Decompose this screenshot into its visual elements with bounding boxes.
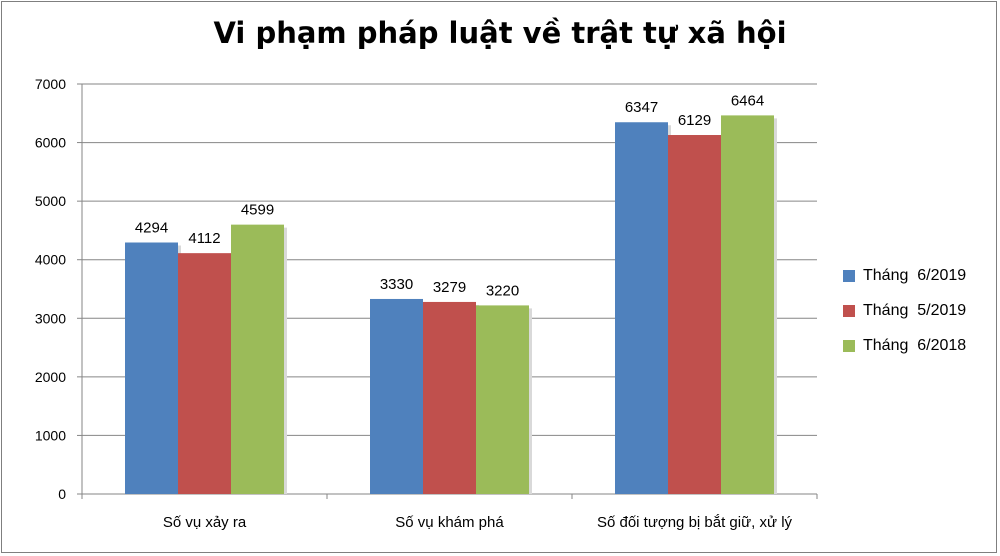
- legend-item: Tháng 5/2019: [843, 293, 966, 328]
- bar: [615, 122, 668, 495]
- y-tick-label: 3000: [35, 310, 66, 326]
- x-tick-label: Số đối tượng bị bắt giữ, xử lý: [597, 514, 793, 531]
- data-label: 6129: [678, 112, 711, 129]
- data-label: 4294: [135, 219, 168, 236]
- legend-swatch: [843, 304, 855, 317]
- legend-item: Tháng 6/2019: [843, 258, 966, 293]
- data-label: 4599: [241, 202, 274, 219]
- y-tick-label: 5000: [35, 193, 66, 209]
- legend-label: Tháng 6/2018: [863, 336, 967, 354]
- bar: [125, 242, 178, 494]
- legend-label: Tháng 5/2019: [863, 301, 967, 319]
- bar: [178, 253, 231, 494]
- bar: [476, 305, 529, 494]
- bar: [721, 115, 774, 494]
- legend-item: Tháng 6/2018: [843, 328, 966, 363]
- bar: [668, 135, 721, 494]
- y-tick-label: 2000: [35, 369, 66, 385]
- y-tick-label: 4000: [35, 252, 66, 268]
- bar: [231, 224, 284, 494]
- data-label: 6347: [625, 99, 658, 116]
- data-label: 6464: [731, 92, 764, 109]
- bar: [370, 298, 423, 494]
- y-tick-label: 6000: [35, 135, 66, 151]
- y-tick-label: 7000: [35, 76, 66, 92]
- chart-title: Vi phạm pháp luật về trật tự xã hội: [213, 16, 787, 50]
- data-label: 3279: [433, 279, 466, 296]
- legend-swatch: [843, 269, 855, 282]
- data-label: 4112: [188, 230, 220, 247]
- bar: [423, 301, 476, 494]
- legend-label: Tháng 6/2019: [863, 266, 967, 284]
- legend-swatch: [843, 339, 855, 352]
- chart-legend: Tháng 6/2019 Tháng 5/2019 Tháng 6/2018: [843, 258, 966, 363]
- x-tick-label: Số vụ xảy ra: [163, 514, 247, 531]
- y-tick-label: 0: [58, 486, 66, 502]
- x-tick-label: Số vụ khám phá: [395, 514, 504, 531]
- y-tick-label: 1000: [35, 427, 66, 443]
- data-label: 3330: [380, 276, 413, 293]
- data-label: 3220: [486, 282, 519, 299]
